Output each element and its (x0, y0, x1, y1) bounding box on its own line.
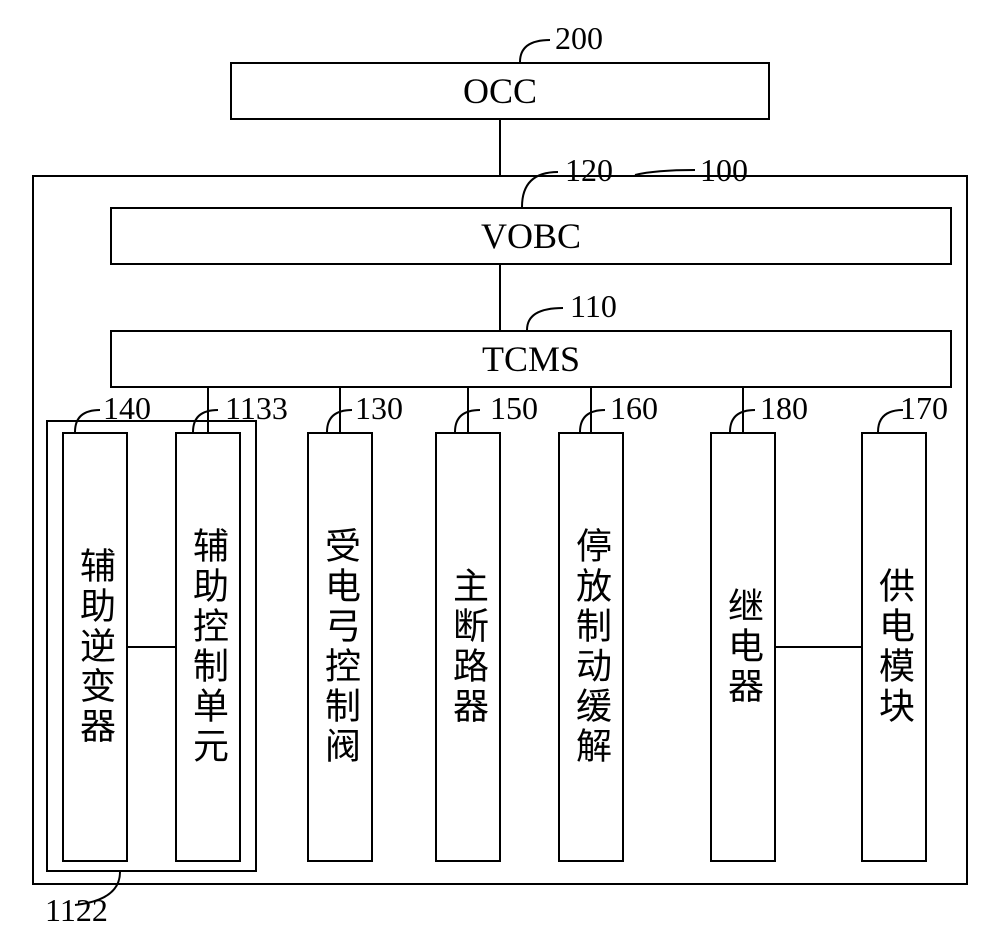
ref-1133: 1133 (225, 390, 288, 427)
edge-140-1133 (128, 646, 175, 648)
tcms-box: TCMS (110, 330, 952, 388)
ref-120: 120 (565, 152, 613, 189)
leader-200 (500, 30, 560, 65)
node-150-label: 主断路器 (442, 567, 494, 727)
edge-180-170 (776, 646, 861, 648)
ref-1122: 1122 (45, 892, 108, 929)
vobc-label: VOBC (481, 215, 581, 257)
ref-100: 100 (700, 152, 748, 189)
node-140-label: 辅助逆变器 (69, 547, 121, 747)
node-170-label: 供电模块 (868, 567, 920, 727)
node-130: 受电弓控制阀 (307, 432, 373, 862)
ref-110: 110 (570, 288, 617, 325)
node-1133: 辅助控制单元 (175, 432, 241, 862)
node-180: 继电器 (710, 432, 776, 862)
occ-box: OCC (230, 62, 770, 120)
node-160-label: 停放制动缓解 (565, 527, 617, 767)
node-160: 停放制动缓解 (558, 432, 624, 862)
occ-label: OCC (463, 70, 537, 112)
ref-200: 200 (555, 20, 603, 57)
node-150: 主断路器 (435, 432, 501, 862)
vobc-box: VOBC (110, 207, 952, 265)
ref-140: 140 (103, 390, 151, 427)
leader-100 (635, 160, 710, 180)
node-180-label: 继电器 (717, 587, 769, 707)
ref-150: 150 (490, 390, 538, 427)
node-170: 供电模块 (861, 432, 927, 862)
node-130-label: 受电弓控制阀 (314, 527, 366, 767)
edge-vobc-tcms (499, 265, 501, 330)
node-1133-label: 辅助控制单元 (182, 527, 234, 767)
ref-180: 180 (760, 390, 808, 427)
node-140: 辅助逆变器 (62, 432, 128, 862)
ref-170: 170 (900, 390, 948, 427)
tcms-label: TCMS (482, 338, 580, 380)
block-diagram: OCC VOBC TCMS 辅助逆变器 辅助控制单元 受电弓控制阀 主断路器 停… (0, 0, 1000, 947)
leader-150 (440, 400, 495, 435)
ref-160: 160 (610, 390, 658, 427)
leader-120 (500, 162, 570, 210)
leader-110 (505, 298, 575, 333)
ref-130: 130 (355, 390, 403, 427)
